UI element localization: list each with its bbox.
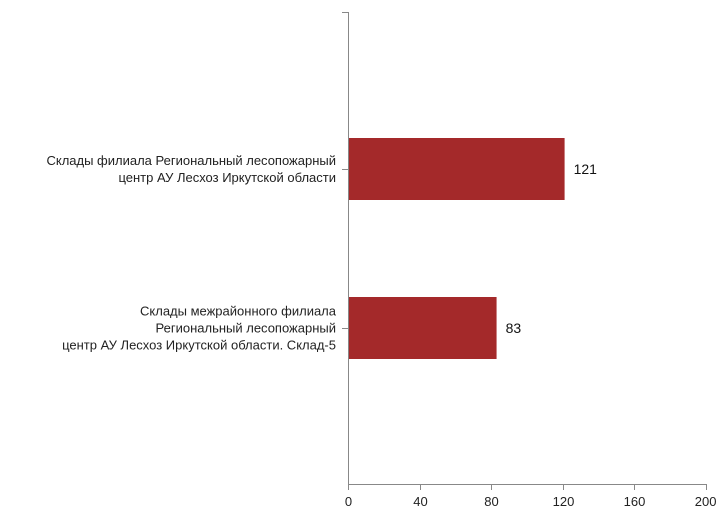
x-tick-label: 160 [624,494,646,509]
x-tick-label: 40 [413,494,427,509]
category-label-line: центр АУ Лесхоз Иркутской области [118,170,336,185]
x-tick-label: 120 [553,494,575,509]
value-label: 83 [506,320,522,336]
x-axis-ticks: 0 40 80 120 160 200 [345,484,717,509]
bar [349,297,497,359]
axes [342,12,706,485]
bar [349,138,565,200]
category-label-line: Региональный лесопожарный [156,321,336,336]
category-label-line: Склады межрайонного филиала [140,304,337,319]
category-label-line: Склады филиала Региональный лесопожарный [46,153,336,168]
x-tick-label: 80 [484,494,498,509]
x-tick-label: 0 [345,494,352,509]
x-tick-label: 200 [695,494,717,509]
value-label: 121 [574,161,598,177]
category-label-line: центр АУ Лесхоз Иркутской области. Склад… [62,338,336,353]
bars [349,138,565,359]
category-labels: Склады филиала Региональный лесопожарный… [46,153,336,353]
